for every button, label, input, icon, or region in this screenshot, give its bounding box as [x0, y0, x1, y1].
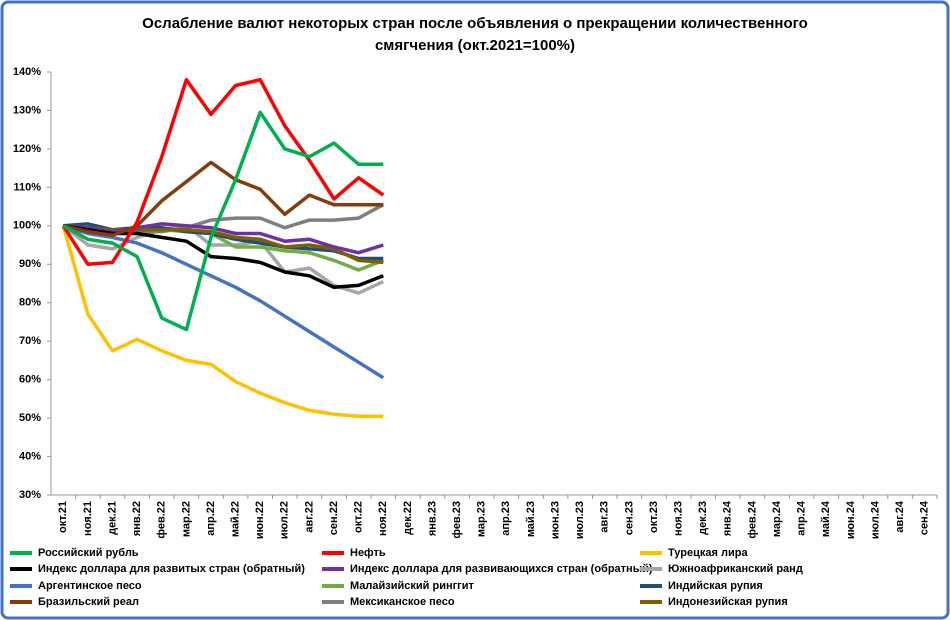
x-tick-label: апр.23: [500, 501, 512, 536]
y-tick-label: 90%: [19, 258, 41, 270]
y-tick-label: 100%: [13, 220, 41, 232]
x-tick-label: окт.21: [57, 501, 69, 533]
x-tick-label: янв.23: [426, 501, 438, 536]
x-tick-label: мар.24: [771, 500, 783, 537]
chart-subtitle: смягчения (окт.2021=100%): [375, 37, 575, 54]
x-tick-label: сен.23: [623, 501, 635, 535]
x-tick-label: апр.22: [205, 501, 217, 536]
x-tick-label: дек.21: [106, 501, 118, 535]
legend-label: Бразильский реал: [38, 596, 139, 608]
legend-label: Аргентинское песо: [38, 580, 142, 592]
series-line: [62, 224, 385, 380]
x-tick-label: июл.24: [869, 500, 881, 539]
x-tick-label: июн.22: [254, 501, 266, 539]
x-tick-label: янв.22: [131, 501, 143, 536]
x-tick-label: май.24: [820, 500, 832, 537]
legend-label: Нефть: [350, 547, 386, 559]
x-tick-label: сен.24: [919, 500, 931, 535]
y-tick-label: 40%: [19, 450, 41, 462]
x-tick-label: дек.23: [697, 501, 709, 535]
x-tick-label: май.22: [229, 501, 241, 537]
x-tick-label: мар.23: [476, 501, 488, 537]
y-tick-label: 120%: [13, 143, 41, 155]
legend-label: Российский рубль: [38, 547, 139, 559]
series-line: [62, 110, 384, 332]
x-tick-label: авг.24: [894, 500, 906, 533]
x-tick-label: июн.24: [845, 500, 857, 539]
x-tick-label: фев.22: [156, 501, 168, 539]
y-tick-label: 60%: [19, 374, 41, 386]
series-line: [62, 160, 384, 238]
x-tick-label: фев.23: [451, 501, 463, 539]
x-tick-label: авг.22: [303, 501, 315, 533]
series-line: [61, 225, 384, 418]
legend-label: Индийская рупия: [668, 580, 763, 592]
legend-label: Южноафриканский ранд: [668, 563, 803, 575]
x-tick-label: авг.23: [599, 501, 611, 533]
x-tick-label: мар.22: [180, 501, 192, 537]
x-tick-label: ноя.22: [377, 501, 389, 536]
y-tick-label: 70%: [19, 335, 41, 347]
x-tick-label: фев.24: [746, 500, 758, 539]
x-tick-label: май.23: [525, 501, 537, 537]
y-tick-label: 30%: [19, 489, 41, 501]
legend-label: Индонезийская рупия: [668, 596, 788, 608]
x-tick-label: ноя.21: [82, 501, 94, 536]
x-tick-label: июл.22: [279, 501, 291, 539]
legend-label: Индекс доллара для развивающихся стран (…: [350, 563, 653, 575]
x-tick-label: сен.22: [328, 501, 340, 535]
series-line: [63, 222, 384, 255]
x-tick-label: янв.24: [722, 500, 734, 536]
x-tick-label: апр.24: [796, 500, 808, 536]
legend-label: Индекс доллара для развитых стран (обрат…: [38, 563, 305, 575]
x-tick-label: ноя.23: [672, 501, 684, 536]
x-tick-label: июн.23: [549, 501, 561, 539]
legend-label: Турецкая лира: [668, 547, 748, 559]
y-tick-label: 80%: [19, 297, 41, 309]
y-tick-label: 110%: [13, 181, 41, 193]
y-tick-label: 140%: [13, 66, 41, 78]
y-tick-label: 130%: [13, 104, 41, 116]
series-line: [61, 77, 385, 267]
x-tick-label: дек.22: [402, 501, 414, 535]
x-tick-label: окт.23: [648, 501, 660, 533]
x-tick-label: окт.22: [353, 501, 365, 533]
chart-title: Ослабление валют некоторых стран после о…: [142, 15, 808, 32]
legend-label: Малайзийский ринггит: [350, 580, 475, 592]
y-tick-label: 50%: [19, 412, 41, 424]
x-tick-label: июл.23: [574, 501, 586, 539]
legend-label: Мексиканское песо: [350, 596, 455, 608]
